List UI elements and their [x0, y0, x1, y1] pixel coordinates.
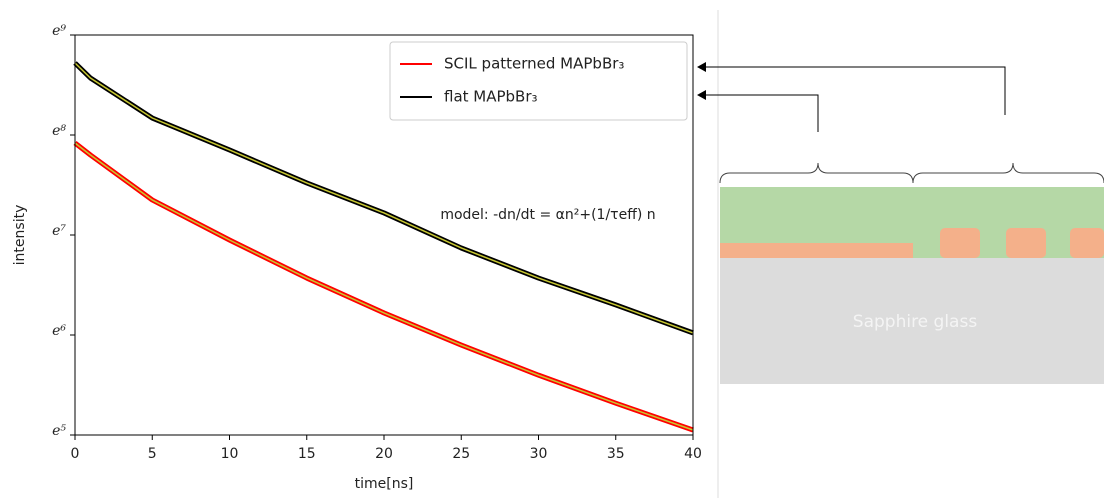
- x-tick-label: 0: [71, 446, 80, 462]
- flat-film: [720, 243, 913, 258]
- y-tick-label: e⁷: [52, 223, 66, 239]
- arrow-head: [697, 90, 706, 100]
- arrow-head: [697, 62, 706, 72]
- x-tick-label: 30: [530, 446, 548, 462]
- y-tick-label: e⁸: [52, 123, 66, 139]
- substrate: [720, 258, 1104, 384]
- legend-box: [389, 41, 688, 121]
- annotation: model: -dn/dt = αn²+(1/τeff) n: [440, 207, 655, 223]
- x-tick-label: 10: [221, 446, 239, 462]
- arrow: [703, 66, 1006, 115]
- diagram: Sapphire glass: [697, 62, 1104, 384]
- x-tick-label: 40: [684, 446, 702, 462]
- y-tick-label: e⁶: [52, 323, 66, 339]
- pattern: [1006, 228, 1046, 258]
- legend: SCIL patterned MAPbBr₃ flat MAPbBr₃: [389, 41, 688, 121]
- x-tick-label: 5: [148, 446, 157, 462]
- pattern: [940, 228, 980, 258]
- x-tick-label: 15: [298, 446, 316, 462]
- y-tick-label: e⁹: [52, 23, 66, 39]
- x-tick-label: 20: [375, 446, 393, 462]
- bracket: [719, 162, 1104, 184]
- y-axis-label: intensity: [12, 205, 28, 266]
- legend-label: SCIL patterned MAPbBr₃: [444, 55, 624, 73]
- series-line: [73, 141, 694, 433]
- substrate-label: Sapphire glass: [853, 312, 978, 332]
- pattern: [1070, 228, 1104, 258]
- y-tick-label: e⁵: [52, 423, 66, 439]
- x-tick-label: 35: [607, 446, 625, 462]
- x-tick-label: 25: [452, 446, 470, 462]
- x-axis-label: time[ns]: [355, 476, 414, 492]
- legend-label: flat MAPbBr₃: [444, 88, 538, 106]
- arrow: [703, 94, 819, 132]
- fit-line: [74, 62, 694, 334]
- fit-line: [74, 142, 694, 431]
- plot-frame: [74, 34, 694, 436]
